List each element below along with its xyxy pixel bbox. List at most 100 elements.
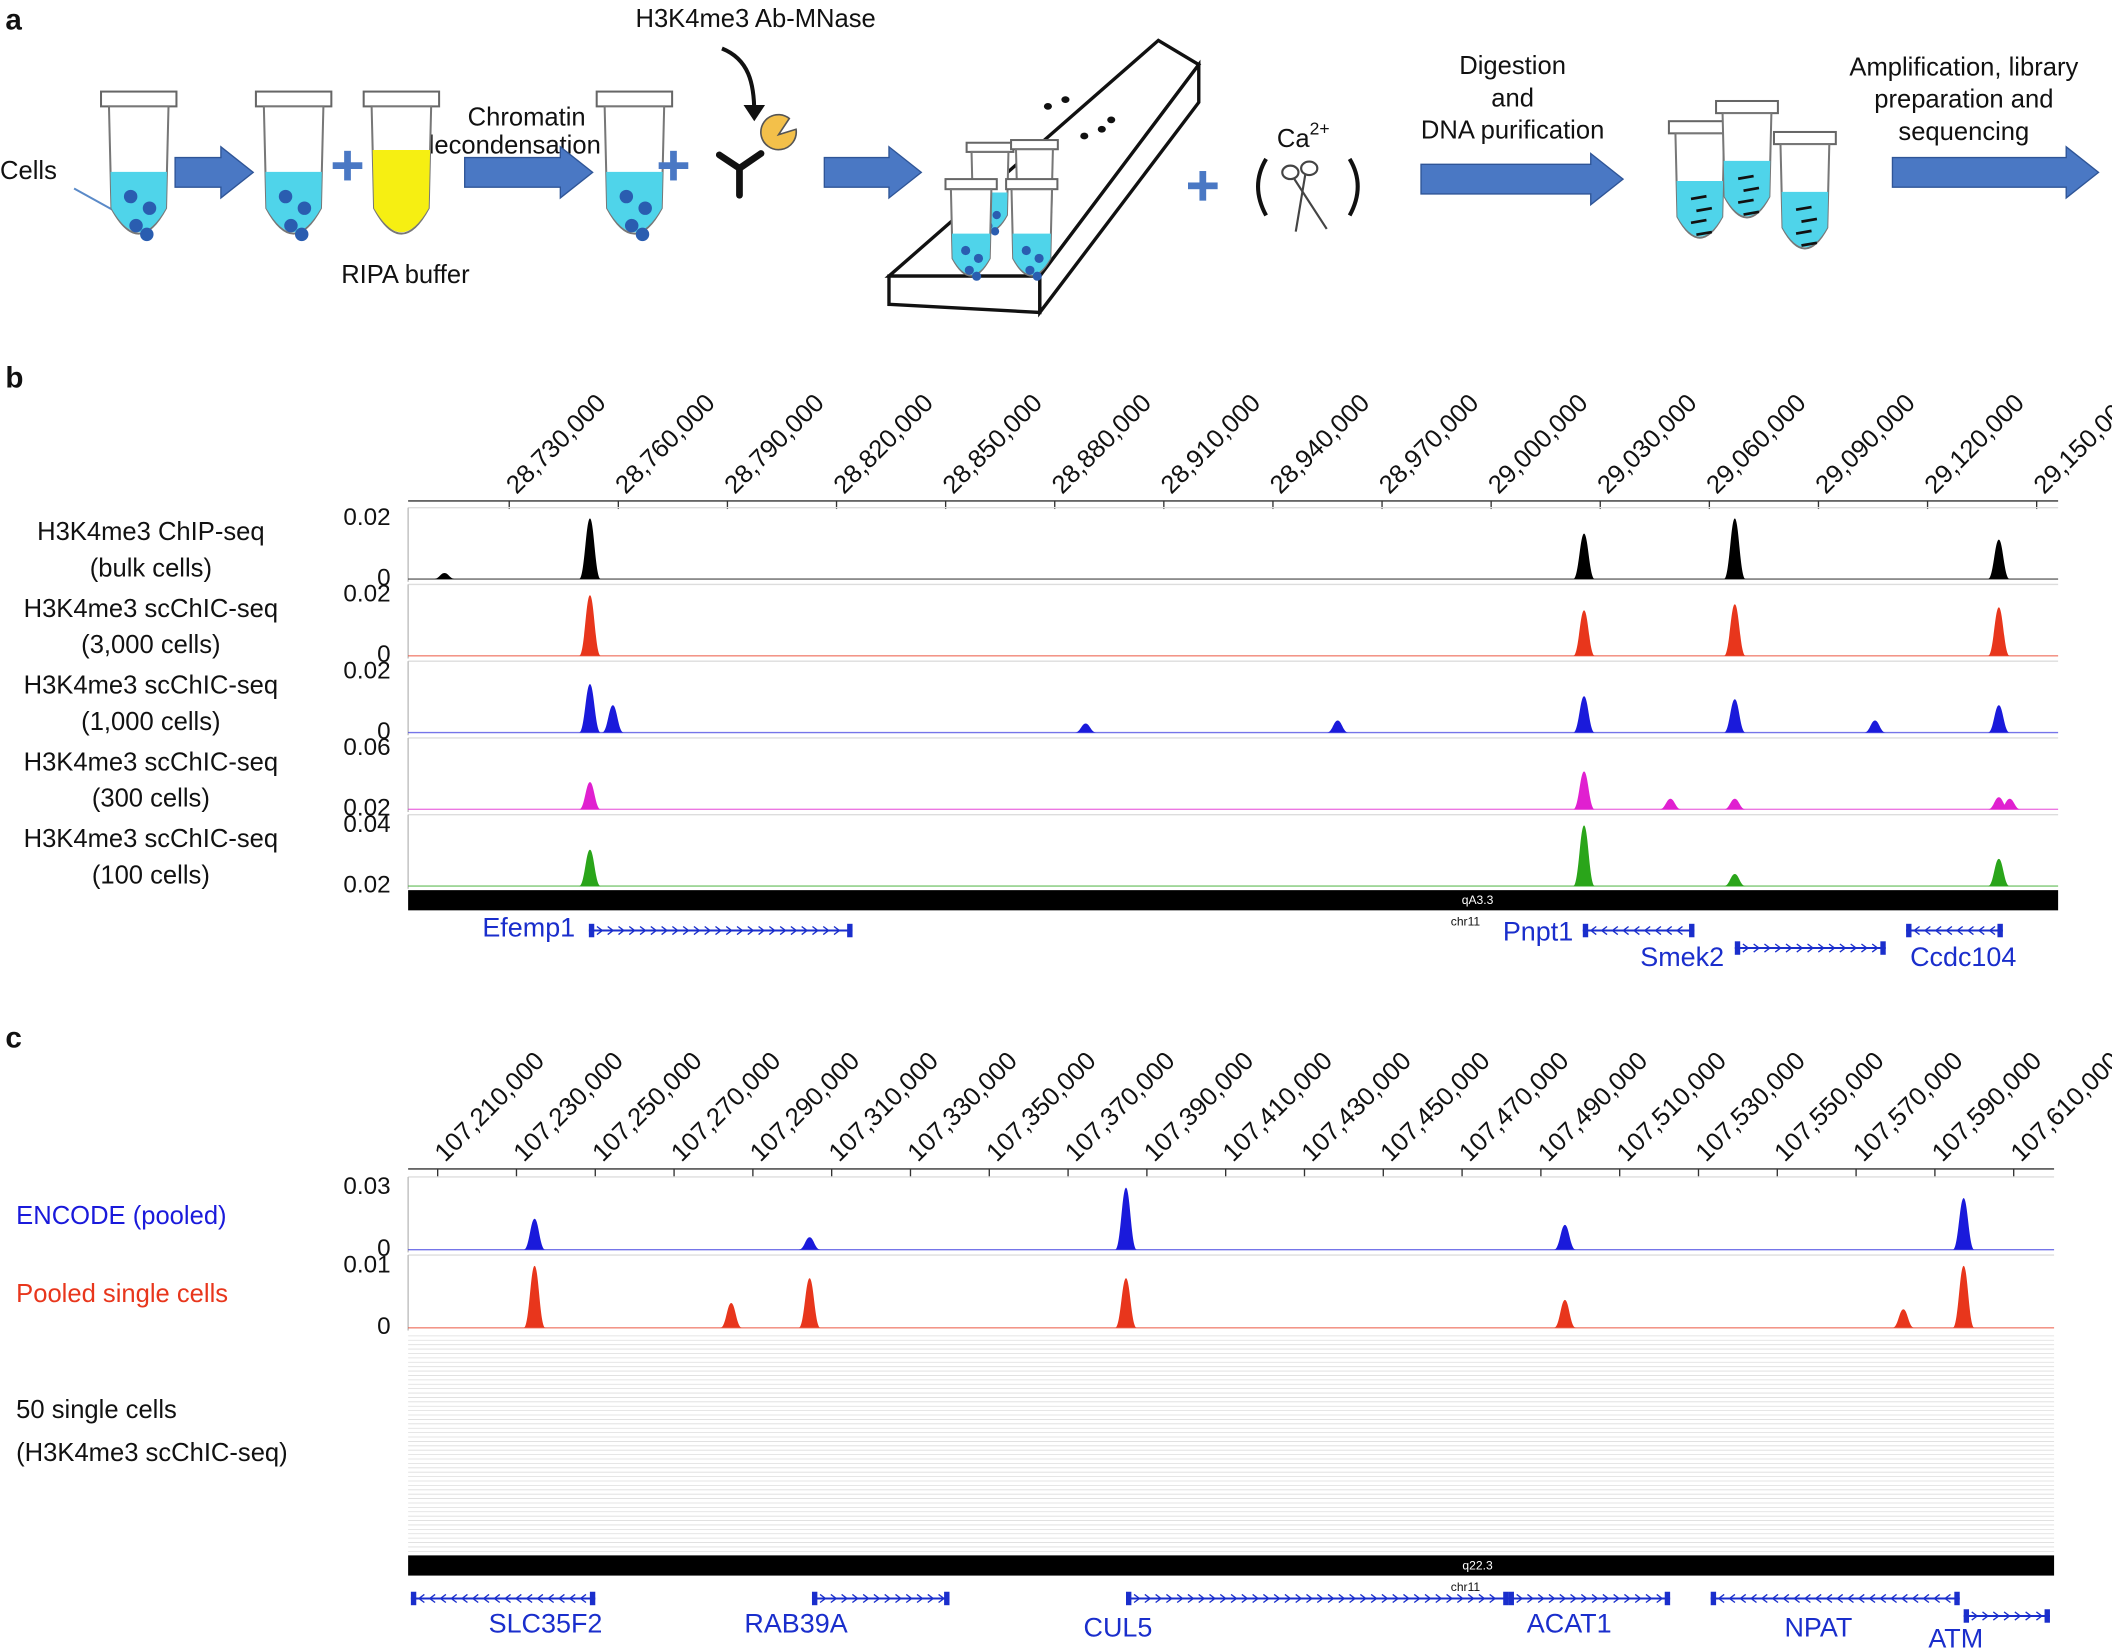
panel-label: c bbox=[5, 1021, 21, 1054]
y-tick-label: 0 bbox=[377, 1235, 390, 1262]
strand-chevron bbox=[2025, 1611, 2033, 1621]
strand-chevron bbox=[1622, 925, 1629, 936]
track-label: H3K4me3 scChIC-seq bbox=[24, 672, 278, 700]
tube-liquid bbox=[265, 171, 322, 233]
y-tick-label: 0.02 bbox=[343, 504, 390, 531]
strand-chevron bbox=[1825, 1593, 1833, 1604]
peak bbox=[1573, 610, 1595, 656]
strand-chevron bbox=[1913, 925, 1920, 936]
cell bbox=[638, 201, 652, 215]
step-label: sequencing bbox=[1898, 118, 2029, 146]
step-label: Amplification, library bbox=[1849, 53, 2078, 81]
calcium: Ca bbox=[1277, 125, 1310, 153]
scissors bbox=[1281, 160, 1328, 232]
peak bbox=[1554, 1224, 1576, 1250]
tube-liquid bbox=[1781, 191, 1829, 248]
tube-cap bbox=[100, 90, 178, 108]
peak bbox=[1952, 1198, 1975, 1250]
strand-chevron bbox=[482, 1593, 490, 1604]
strand-chevron bbox=[628, 925, 636, 936]
strand-chevron bbox=[450, 1593, 458, 1604]
process-arrow bbox=[174, 145, 255, 200]
rack-holes bbox=[1043, 96, 1116, 140]
tube-liquid bbox=[1012, 233, 1051, 275]
cell bbox=[294, 227, 309, 242]
strand-chevron bbox=[1922, 1593, 1930, 1604]
pointer bbox=[73, 187, 114, 211]
step-label: H3K4me3 Ab-MNase bbox=[635, 5, 875, 33]
peak bbox=[602, 705, 624, 733]
cell bbox=[990, 227, 1000, 236]
tube-liquid bbox=[110, 171, 167, 233]
bracket bbox=[1256, 157, 1268, 217]
strand-chevron bbox=[801, 925, 809, 936]
peak bbox=[1892, 1309, 1915, 1328]
strand-chevron bbox=[1166, 1593, 1173, 1604]
strand-chevron bbox=[579, 1593, 587, 1604]
strand-chevron bbox=[1446, 1593, 1454, 1604]
gene-label: ATM bbox=[1928, 1623, 1983, 1651]
strand-chevron bbox=[1349, 1593, 1357, 1604]
strand-chevron bbox=[1934, 925, 1942, 936]
exon bbox=[1503, 1591, 1509, 1606]
peak bbox=[1988, 858, 2010, 887]
strand-chevron bbox=[1760, 1593, 1768, 1604]
cell bbox=[972, 271, 982, 281]
tube-cap bbox=[965, 141, 1015, 153]
calcium-charge: 2+ bbox=[1310, 118, 1330, 138]
strand-chevron bbox=[1861, 943, 1868, 953]
strand-chevron bbox=[439, 1593, 447, 1604]
x-tick-label: 28,970,000 bbox=[1374, 389, 1484, 499]
y-tick-label: 0 bbox=[377, 641, 390, 668]
strand-chevron bbox=[1284, 1593, 1292, 1604]
peak bbox=[1724, 699, 1746, 733]
exon bbox=[588, 923, 595, 938]
strand-chevron bbox=[1771, 1593, 1779, 1604]
strand-chevron bbox=[1527, 1593, 1534, 1604]
x-tick-label: 29,000,000 bbox=[1483, 389, 1593, 499]
strand-chevron bbox=[1359, 1593, 1367, 1604]
strand-chevron bbox=[841, 1593, 849, 1604]
exon bbox=[1954, 1591, 1960, 1606]
cell bbox=[619, 189, 634, 204]
strand-chevron bbox=[1793, 1593, 1801, 1604]
strand-chevron bbox=[596, 925, 604, 936]
strand-chevron bbox=[1634, 1593, 1642, 1604]
strand-chevron bbox=[1879, 1593, 1887, 1604]
strand-chevron bbox=[693, 925, 701, 936]
strand-chevron bbox=[525, 1593, 533, 1604]
peak bbox=[523, 1265, 546, 1328]
strand-chevron bbox=[1144, 1593, 1152, 1604]
peak bbox=[579, 684, 601, 733]
strand-chevron bbox=[1241, 1593, 1249, 1604]
tube-cap bbox=[1715, 99, 1779, 115]
strand-chevron bbox=[1764, 943, 1771, 953]
rack-side bbox=[1038, 59, 1201, 318]
panel-label: a bbox=[5, 3, 22, 36]
strand-chevron bbox=[1933, 1593, 1941, 1604]
strand-chevron bbox=[1198, 1593, 1206, 1604]
hole bbox=[1107, 116, 1116, 124]
strand-chevron bbox=[1846, 1593, 1854, 1604]
strand-chevron bbox=[1966, 925, 1974, 936]
bracket bbox=[1347, 157, 1360, 217]
strand-chevron bbox=[1857, 1593, 1865, 1604]
x-tick-label: 28,850,000 bbox=[938, 389, 1048, 499]
strand-chevron bbox=[417, 1593, 425, 1604]
exon bbox=[1880, 941, 1886, 955]
strand-chevron bbox=[1624, 1593, 1631, 1604]
strand-chevron bbox=[1570, 1593, 1578, 1604]
cell bbox=[123, 189, 138, 204]
scissors-blade bbox=[1294, 174, 1307, 232]
strand-chevron bbox=[607, 925, 615, 936]
gene-label: SLC35F2 bbox=[489, 1609, 603, 1639]
gene-label: Efemp1 bbox=[482, 912, 575, 942]
x-tick-label: 28,790,000 bbox=[719, 389, 829, 499]
track-label: Pooled single cells bbox=[16, 1280, 228, 1308]
peak bbox=[579, 782, 601, 810]
tube-cap bbox=[362, 90, 441, 108]
track-label: (bulk cells) bbox=[90, 554, 212, 582]
exon bbox=[1689, 923, 1695, 938]
tube-cap bbox=[595, 90, 674, 108]
curved-arrow bbox=[721, 46, 757, 114]
